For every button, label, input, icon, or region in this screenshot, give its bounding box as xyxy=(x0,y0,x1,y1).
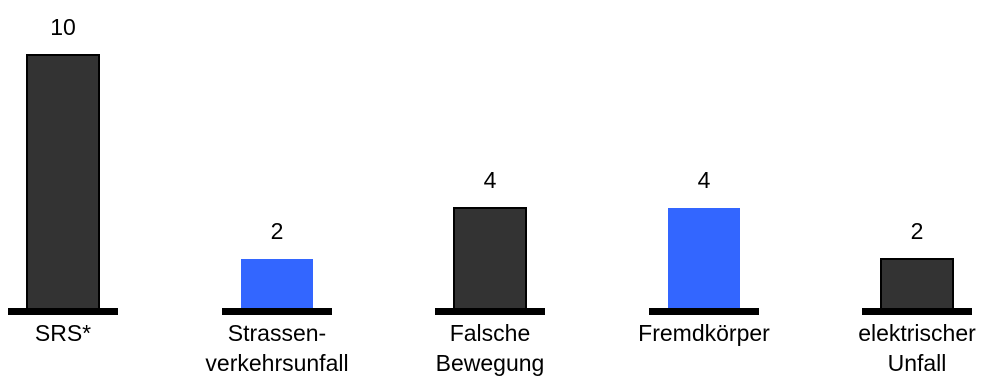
value-label-3: 4 xyxy=(484,167,497,193)
category-label-4-line-1: Fremdkörper xyxy=(638,320,770,346)
value-label-4: 4 xyxy=(698,167,711,193)
bar-baseline-2 xyxy=(222,308,332,315)
category-label-3-line-1: Falsche xyxy=(450,320,531,346)
category-label-5-line-2: Unfall xyxy=(888,350,947,376)
bar-baseline-3 xyxy=(435,308,545,315)
category-label-5-line-1: elektrischer xyxy=(858,320,976,346)
category-labels-layer: SRS* Strassen-verkehrsunfall Falsche Bewegu… xyxy=(35,320,976,376)
category-label-2-line-2: verkehrsunfall xyxy=(205,350,348,376)
category-label-2-line-1: Strassen- xyxy=(228,320,326,346)
value-label-1: 10 xyxy=(50,14,76,40)
category-label-3-line-2: Bewegung xyxy=(436,350,545,376)
bar-baseline-1 xyxy=(8,308,118,315)
category-label-1-line-1: SRS* xyxy=(35,320,91,346)
bar-3 xyxy=(453,207,527,311)
bar-baseline-4 xyxy=(649,308,759,315)
value-labels-layer: 10 2 4 4 2 xyxy=(50,14,923,244)
baselines-layer xyxy=(8,308,972,315)
bars-layer xyxy=(26,54,954,311)
bar-5 xyxy=(880,258,954,311)
bar-baseline-5 xyxy=(862,308,972,315)
bar-2 xyxy=(241,259,313,310)
bar-1 xyxy=(26,54,100,311)
bar-4 xyxy=(668,208,740,310)
value-label-5: 2 xyxy=(911,218,924,244)
value-label-2: 2 xyxy=(271,218,284,244)
